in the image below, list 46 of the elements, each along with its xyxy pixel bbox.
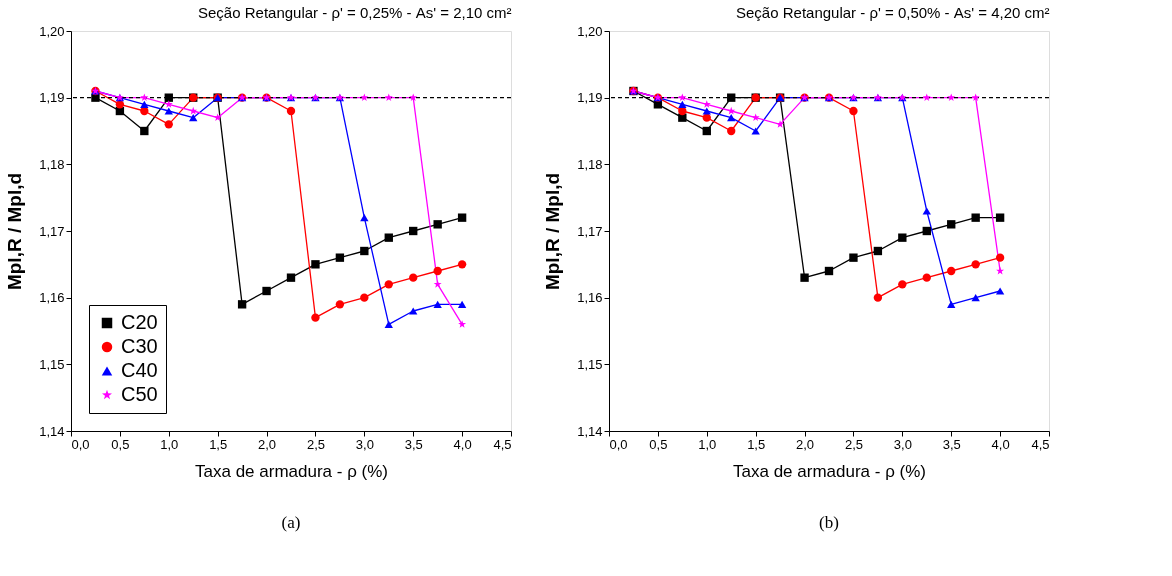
y-tick-label: 1,18 — [577, 156, 603, 172]
y-tick-label: 1,14 — [39, 423, 65, 439]
y-tick-label: 1,20 — [577, 23, 603, 39]
legend-label: C30 — [121, 335, 158, 357]
text: (a) — [281, 513, 301, 532]
x-tick-label: 1,0 — [698, 436, 717, 452]
x-tick-label: 4,5 — [1031, 436, 1050, 452]
legend-label: C40 — [121, 359, 158, 381]
x-tick-label: 1,0 — [160, 436, 179, 452]
y-tick-label: 1,16 — [39, 290, 65, 306]
x-axis-title: Taxa de armadura - ρ (%) — [733, 461, 926, 481]
y-tick-label: 1,18 — [39, 156, 65, 172]
y-tick-label: 1,17 — [39, 223, 65, 239]
y-tick-label: 1,16 — [577, 290, 603, 306]
x-tick-label: 0,0 — [609, 436, 628, 452]
x-tick-label: 2,0 — [258, 436, 277, 452]
x-tick-label: 0,5 — [111, 436, 130, 452]
chart-title: Seção Retangular - ρ' = 0,50% - As' = 4,20 cm² — [736, 4, 1050, 21]
y-tick-label: 1,14 — [577, 423, 603, 439]
x-tick-label: 4,0 — [453, 436, 472, 452]
chart-title: Seção Retangular - ρ' = 0,25% - As' = 2,10 cm² — [198, 4, 512, 21]
text: (b) — [819, 513, 839, 532]
x-tick-label: 4,5 — [493, 436, 512, 452]
x-tick-label: 4,0 — [991, 436, 1010, 452]
x-tick-label: 2,5 — [306, 436, 325, 452]
x-tick-label: 1,5 — [747, 436, 766, 452]
y-axis-title: Mpl,R / Mpl,d — [542, 172, 564, 291]
y-tick-label: 1,15 — [577, 356, 603, 372]
legend-label: C20 — [121, 311, 158, 333]
x-tick-label: 3,5 — [404, 436, 423, 452]
x-tick-label: 3,0 — [893, 436, 912, 452]
y-axis-title: Mpl,R / Mpl,d — [4, 172, 26, 291]
y-tick-label: 1,19 — [577, 90, 603, 106]
legend-label: C50 — [121, 383, 158, 405]
y-tick-label: 1,15 — [39, 356, 65, 372]
y-tick-label: 1,20 — [39, 23, 65, 39]
x-tick-label: 0,5 — [649, 436, 668, 452]
x-tick-label: 3,5 — [942, 436, 961, 452]
x-tick-label: 3,0 — [355, 436, 374, 452]
x-tick-label: 2,5 — [844, 436, 863, 452]
x-tick-label: 0,0 — [71, 436, 90, 452]
x-tick-label: 1,5 — [209, 436, 228, 452]
x-tick-label: 2,0 — [796, 436, 815, 452]
y-tick-label: 1,19 — [39, 90, 65, 106]
y-tick-label: 1,17 — [577, 223, 603, 239]
x-axis-title: Taxa de armadura - ρ (%) — [195, 461, 388, 481]
